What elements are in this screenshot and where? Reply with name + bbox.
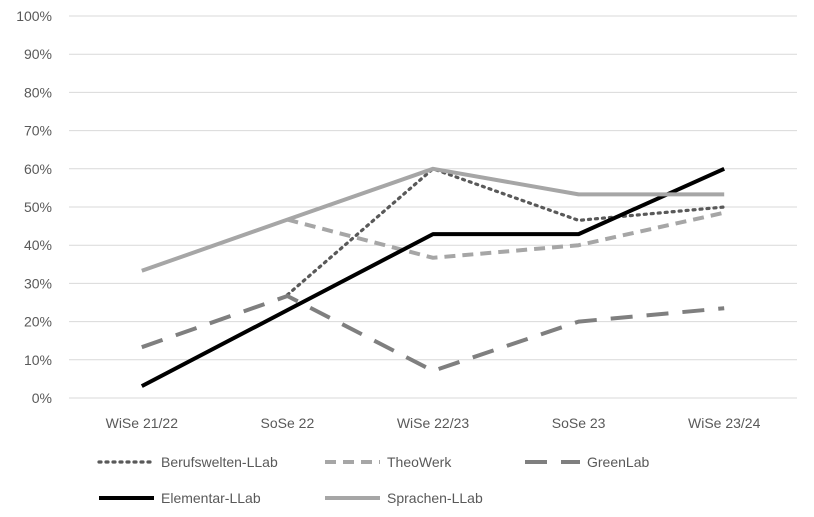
series-line-sprachen-llab [141,166,725,273]
legend-label-theowerk: TheoWerk [387,454,452,470]
legend-label-greenlab: GreenLab [587,454,649,470]
y-tick-label-80: 80% [24,84,52,100]
series-line-greenlab [141,294,725,373]
series-line-theowerk [286,210,725,260]
legend-label-sprachen-llab: Sprachen-LLab [387,490,483,506]
x-tick-label-0: WiSe 21/22 [106,415,179,431]
x-tick-label-1: SoSe 22 [261,415,315,431]
legend-label-berufswelten-llab: Berufswelten-LLab [161,454,278,470]
y-tick-label-30: 30% [24,275,52,291]
y-tick-label-0: 0% [32,390,52,406]
y-tick-label-20: 20% [24,314,52,330]
legend-label-elementar-llab: Elementar-LLab [161,490,261,506]
gridlines [69,15,797,399]
x-tick-label-3: SoSe 23 [552,415,606,431]
y-tick-label-50: 50% [24,199,52,215]
y-axis-ticks: 0% 10% 20% 30% 40% 50% 60% 70% 80% 90% 100% [16,8,52,406]
x-axis-ticks: WiSe 21/22 SoSe 22 WiSe 22/23 SoSe 23 WiSe 2… [106,415,761,431]
series-line-elementar-llab [140,166,726,388]
legend: Berufswelten-LLab TheoWerk GreenLab Element… [97,454,649,506]
series-lines [140,166,726,388]
x-tick-label-4: WiSe 23/24 [688,415,761,431]
y-tick-label-100: 100% [16,8,52,24]
x-tick-label-2: WiSe 22/23 [397,415,470,431]
y-tick-label-70: 70% [24,123,52,139]
y-tick-label-60: 60% [24,161,52,177]
series-line-berufswelten-llab [285,167,726,297]
y-tick-label-40: 40% [24,237,52,253]
y-tick-label-10: 10% [24,352,52,368]
y-tick-label-90: 90% [24,46,52,62]
